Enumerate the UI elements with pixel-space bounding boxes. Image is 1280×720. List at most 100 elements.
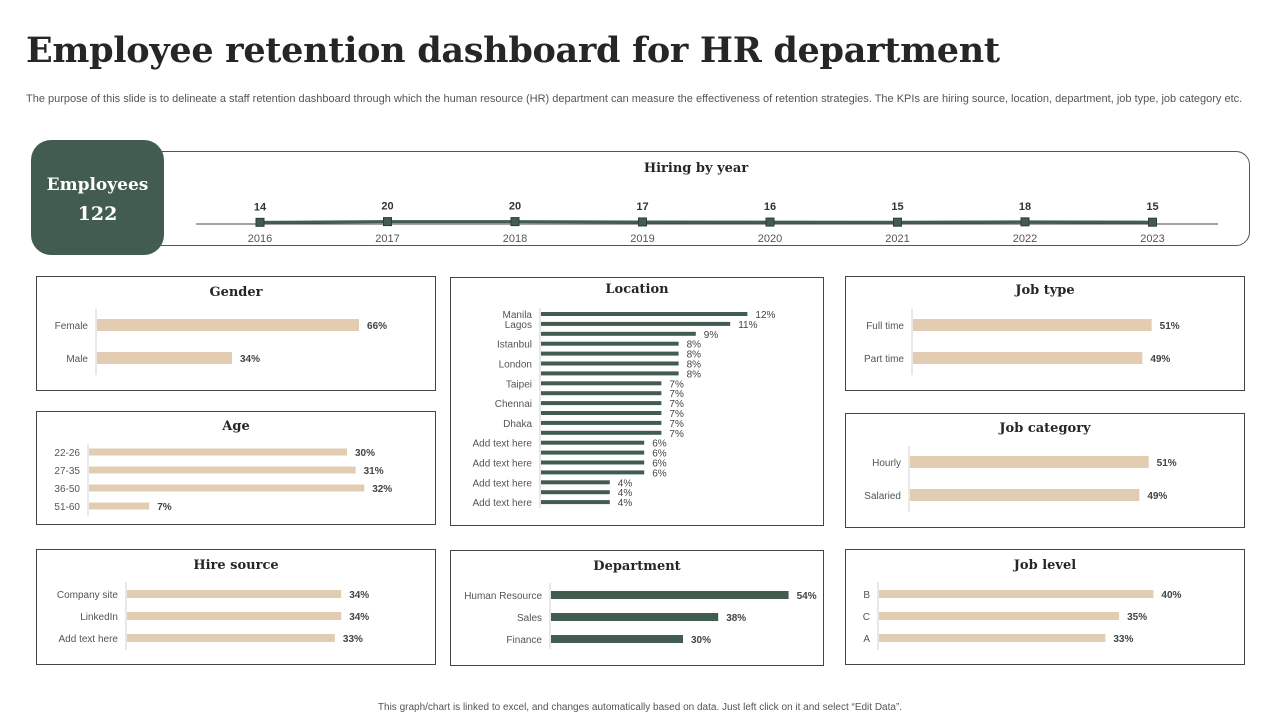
location-bar bbox=[541, 331, 696, 336]
location-data-label: 6% bbox=[652, 459, 667, 470]
hire_source-bar bbox=[127, 634, 335, 642]
gender-category-label: Male bbox=[66, 354, 88, 365]
department-data-label: 30% bbox=[691, 635, 711, 646]
job-level-title: Job level bbox=[1013, 558, 1077, 573]
location-category-label: Taipei bbox=[506, 379, 532, 390]
location-bar bbox=[541, 361, 679, 366]
location-data-label: 12% bbox=[755, 310, 775, 321]
gender-chart: Female 66% Male 34% bbox=[55, 309, 387, 375]
location-bar bbox=[541, 401, 662, 406]
age-title: Age bbox=[222, 419, 250, 434]
location-category-label: Add text here bbox=[473, 498, 533, 509]
hiring-by-year-chart: Hiring by year14201620201720201817201916… bbox=[196, 161, 1218, 245]
location-category-label: Lagos bbox=[505, 320, 532, 331]
location-bar bbox=[541, 312, 748, 316]
gender-title: Gender bbox=[209, 285, 263, 300]
hire_source-bar bbox=[127, 590, 342, 598]
age-category-label: 36-50 bbox=[54, 484, 80, 495]
job_level-bar bbox=[879, 590, 1154, 598]
hire_source-category-label: Company site bbox=[57, 590, 119, 601]
location-category-label: Add text here bbox=[473, 459, 533, 470]
job_category-category-label: Hourly bbox=[872, 458, 901, 469]
hiring-x-tick-label: 2021 bbox=[885, 233, 909, 245]
location-data-label: 7% bbox=[669, 389, 684, 400]
location-data-label: 7% bbox=[669, 429, 684, 440]
age-chart: 22-26 30% 27-35 31% 36-50 32% 51-60 7% bbox=[54, 444, 392, 516]
hiring-series-line bbox=[259, 220, 1153, 224]
hire-source-chart: Company site 34% LinkedIn 34% Add text here 3… bbox=[57, 582, 369, 650]
job_level-category-label: B bbox=[863, 590, 870, 601]
location-category-label: Dhaka bbox=[503, 419, 532, 430]
footer-note: This graph/chart is linked to excel, and… bbox=[377, 702, 903, 713]
department-panel: Department Human Resource 54% Sales 38% Fina… bbox=[450, 550, 824, 666]
location-category-label: Add text here bbox=[473, 478, 533, 489]
location-bar bbox=[541, 391, 662, 396]
job_type-data-label: 49% bbox=[1150, 354, 1170, 365]
age-category-label: 27-35 bbox=[54, 466, 80, 477]
page-title: Employee retention dashboard for HR depa… bbox=[26, 30, 1000, 71]
department-chart: Human Resource 54% Sales 38% Finance 30% bbox=[464, 583, 817, 649]
location-bar bbox=[541, 341, 679, 346]
age-category-label: 22-26 bbox=[54, 448, 80, 459]
job_level-data-label: 33% bbox=[1113, 634, 1133, 645]
hiring-point bbox=[1148, 217, 1157, 227]
department-category-label: Sales bbox=[517, 613, 542, 624]
hire-source-title: Hire source bbox=[193, 558, 279, 573]
job_level-category-label: A bbox=[863, 634, 870, 645]
hiring-x-tick-label: 2023 bbox=[1140, 233, 1164, 245]
hiring-x-tick-label: 2016 bbox=[248, 233, 272, 245]
hiring-x-tick-label: 2022 bbox=[1013, 233, 1037, 245]
location-data-label: 8% bbox=[687, 360, 702, 371]
hiring-data-label: 14 bbox=[254, 201, 267, 213]
location-data-label: 7% bbox=[669, 409, 684, 420]
location-data-label: 6% bbox=[652, 449, 667, 460]
location-data-label: 6% bbox=[652, 439, 667, 450]
age-bar bbox=[89, 502, 150, 510]
job_type-bar bbox=[913, 352, 1143, 364]
hiring-x-tick-label: 2019 bbox=[630, 233, 654, 245]
age-data-label: 7% bbox=[157, 502, 172, 513]
hiring-data-label: 15 bbox=[891, 201, 903, 213]
location-category-label: Add text here bbox=[473, 439, 533, 450]
department-bar bbox=[551, 591, 789, 599]
job_category-category-label: Salaried bbox=[864, 491, 901, 502]
location-bar bbox=[541, 460, 645, 465]
employees-card: Employees 122 bbox=[31, 140, 164, 255]
hiring-data-label: 18 bbox=[1019, 201, 1031, 213]
age-data-label: 30% bbox=[355, 448, 375, 459]
hiring-data-label: 20 bbox=[509, 201, 521, 213]
hire-source-panel: Hire source Company site 34% LinkedIn 34% Ad… bbox=[36, 549, 436, 665]
age-bar bbox=[89, 484, 365, 492]
age-bar bbox=[89, 448, 347, 456]
job_level-category-label: C bbox=[863, 612, 870, 623]
location-bar bbox=[541, 371, 679, 376]
location-bar bbox=[541, 450, 645, 455]
department-category-label: Finance bbox=[506, 635, 542, 646]
job_type-bar bbox=[913, 319, 1152, 331]
location-data-label: 7% bbox=[669, 419, 684, 430]
hiring-data-label: 15 bbox=[1146, 201, 1158, 213]
hiring-point bbox=[638, 217, 647, 227]
hiring-point bbox=[893, 217, 902, 227]
location-bar bbox=[541, 490, 610, 495]
location-data-label: 6% bbox=[652, 468, 667, 479]
department-data-label: 54% bbox=[797, 591, 817, 602]
gender-category-label: Female bbox=[55, 321, 89, 332]
gender-data-label: 34% bbox=[240, 354, 260, 365]
age-bar bbox=[89, 466, 356, 474]
job_level-data-label: 40% bbox=[1161, 590, 1181, 601]
job_category-bar bbox=[910, 456, 1149, 468]
job-level-chart: B 40% C 35% A 33% bbox=[863, 582, 1182, 650]
employees-value: 122 bbox=[77, 203, 118, 225]
hiring-point bbox=[510, 217, 520, 227]
job_level-bar bbox=[879, 634, 1106, 642]
hiring-point bbox=[383, 217, 392, 227]
location-bar bbox=[541, 480, 610, 485]
location-bar bbox=[541, 420, 662, 425]
job_level-bar bbox=[879, 612, 1120, 620]
employees-label: Employees bbox=[46, 175, 149, 195]
department-bar bbox=[551, 613, 719, 621]
location-bar bbox=[541, 381, 662, 386]
location-bar bbox=[541, 321, 731, 326]
job-type-panel: Job type Full time 51% Part time 49% bbox=[845, 276, 1245, 391]
